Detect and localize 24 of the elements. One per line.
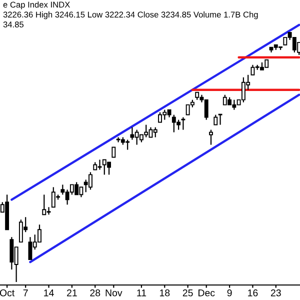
x-tick-label: 11 <box>137 290 146 296</box>
x-tick-label: 25 <box>182 289 193 296</box>
candlestick <box>112 146 116 158</box>
candlestick <box>218 114 222 126</box>
candlestick <box>214 114 218 126</box>
x-tick-label: 28 <box>90 289 100 296</box>
x-tick-label: 23 <box>270 289 281 296</box>
candlestick <box>209 129 213 146</box>
x-tick-label: Nov <box>106 290 122 296</box>
x-tick-label: Oct <box>0 289 15 296</box>
x-tick-label: 21 <box>67 289 77 296</box>
candlestick <box>153 126 158 138</box>
candlestick <box>42 194 46 216</box>
text: 3226.36 High 3246.15 Low 3222.34 Close 3234.85 Volume 1.7B Chg <box>3 11 258 20</box>
text: 34.85 <box>3 22 24 28</box>
x-tick-label: 9 <box>227 289 232 296</box>
x-tick-label: 16 <box>248 289 258 296</box>
x-tick-label: 7 <box>23 290 28 296</box>
candlestick <box>204 99 208 120</box>
candlestick <box>181 116 186 130</box>
x-tick-label: 14 <box>44 290 54 296</box>
text: e Cap Index INDX <box>3 2 70 10</box>
x-tick-label: 18 <box>160 289 170 296</box>
x-tick-label: Dec <box>198 290 215 296</box>
